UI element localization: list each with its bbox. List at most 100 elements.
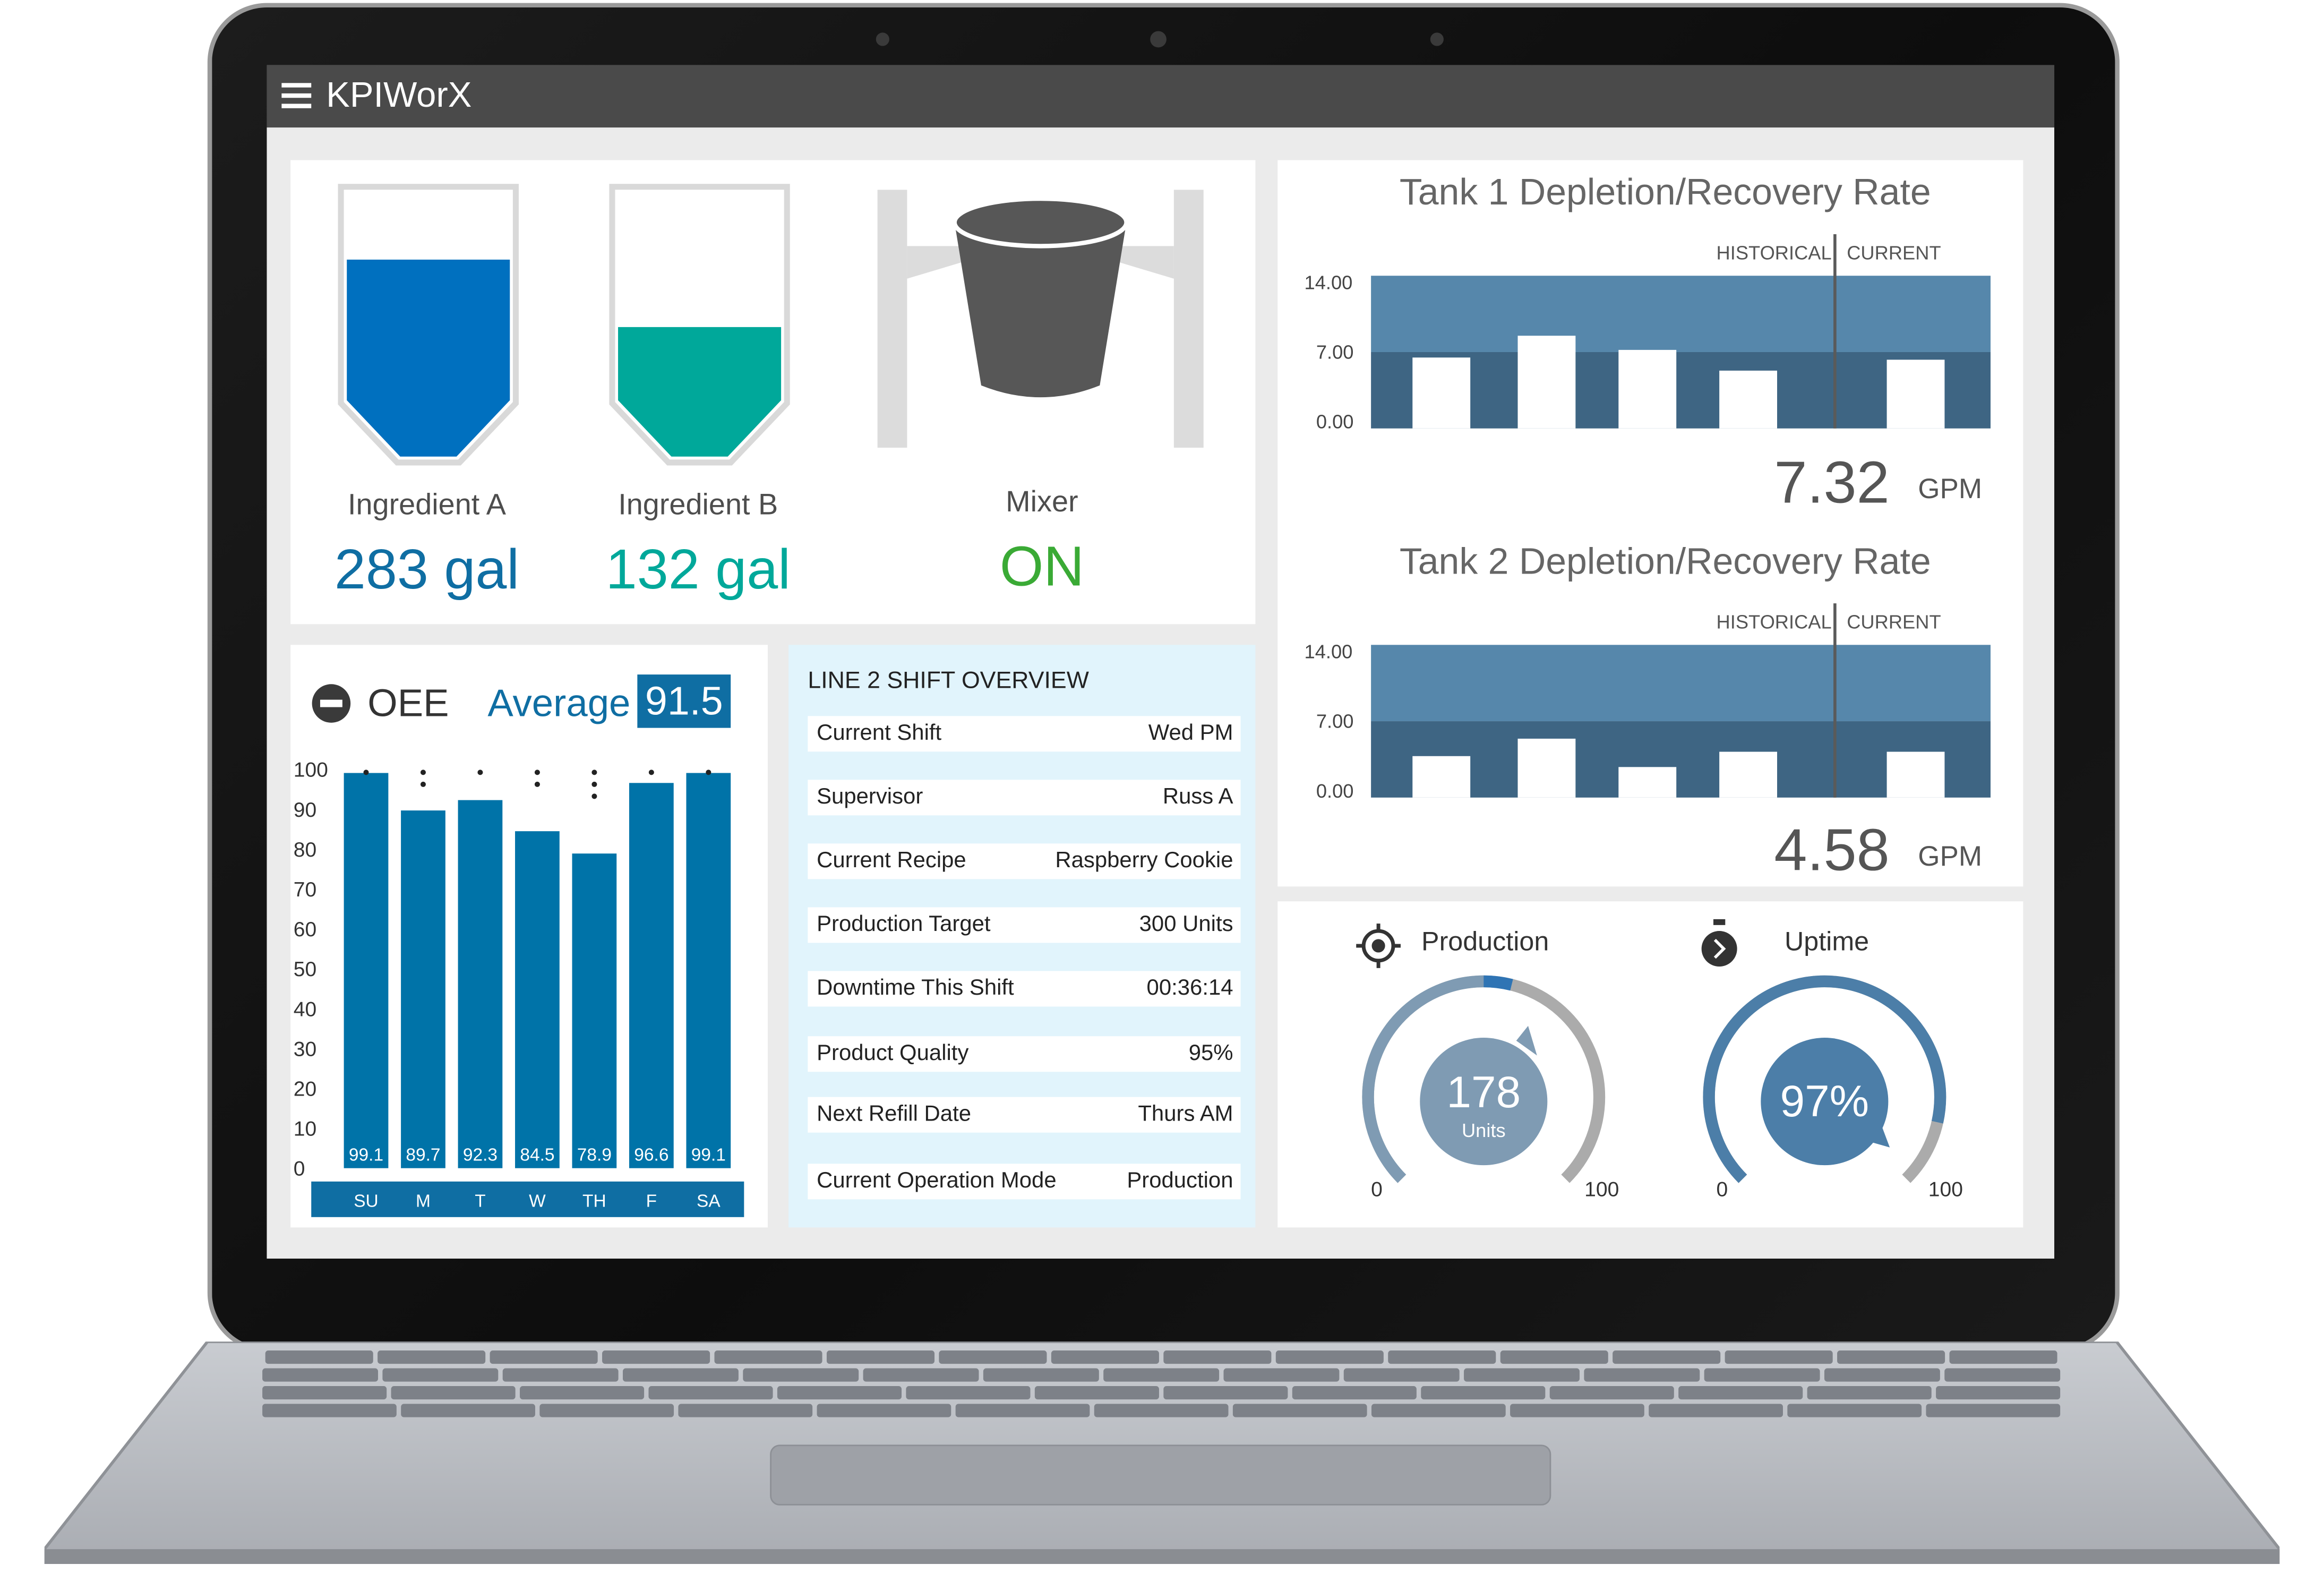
camera-dot bbox=[876, 32, 889, 46]
rate-1-title: Tank 1 Depletion/Recovery Rate bbox=[1399, 172, 1931, 213]
keyboard-key bbox=[1649, 1404, 1783, 1417]
oee-bar bbox=[572, 853, 617, 1168]
rate-2-title: Tank 2 Depletion/Recovery Rate bbox=[1399, 541, 1931, 583]
uptime-gauge-min: 0 bbox=[1716, 1177, 1728, 1201]
oee-bar bbox=[344, 773, 389, 1168]
target-icon bbox=[1356, 924, 1401, 968]
gauge-bubble-pointer bbox=[1516, 1025, 1537, 1056]
shift-row: Downtime This Shift 00:36:14 bbox=[808, 971, 1241, 1007]
rate-1-current-label: CURRENT bbox=[1847, 242, 1941, 264]
rate-bar bbox=[1886, 751, 1945, 798]
shift-row: Current Operation Mode Production bbox=[808, 1164, 1241, 1200]
oee-average-value: 91.5 bbox=[637, 674, 731, 728]
keyboard-key bbox=[490, 1350, 598, 1364]
keyboard-key bbox=[1421, 1386, 1546, 1400]
ingredient-a-value: 283 gal bbox=[334, 540, 519, 602]
shift-row-key: Downtime This Shift bbox=[817, 975, 1014, 1001]
keyboard-key bbox=[1807, 1386, 1932, 1400]
mixer-status: ON bbox=[999, 536, 1084, 599]
keyboard-key bbox=[1678, 1386, 1803, 1400]
oee-marker-dot bbox=[591, 770, 597, 775]
oee-bar-label: 92.3 bbox=[463, 1145, 498, 1165]
oee-marker-dot bbox=[591, 781, 597, 787]
shift-row: Current Shift Wed PM bbox=[808, 716, 1241, 752]
bucket-icon bbox=[877, 190, 1204, 448]
gauge-unit: Units bbox=[1462, 1119, 1506, 1141]
oee-ytick: 80 bbox=[294, 839, 316, 861]
rate-bar bbox=[1719, 370, 1778, 429]
rate-2-ytick: 14.00 bbox=[1304, 640, 1353, 663]
keyboard-key bbox=[743, 1368, 859, 1382]
shift-row-key: Production Target bbox=[817, 911, 991, 937]
oee-ytick: 10 bbox=[294, 1118, 316, 1141]
shift-row-key: Product Quality bbox=[817, 1040, 969, 1066]
shift-overview-panel: LINE 2 SHIFT OVERVIEW Current Shift Wed P… bbox=[788, 645, 1256, 1228]
gauge-bubble-pointer bbox=[1869, 1123, 1890, 1148]
keyboard-key bbox=[1500, 1350, 1608, 1364]
minus-circle-icon[interactable] bbox=[311, 683, 351, 723]
oee-category-label: T bbox=[475, 1191, 485, 1211]
oee-chart: 100908070605040302010099.1SU89.7M92.3T84… bbox=[294, 759, 744, 1217]
oee-bar bbox=[401, 810, 445, 1168]
shift-row-key: Current Shift bbox=[817, 720, 942, 746]
keyboard-key bbox=[714, 1350, 822, 1364]
shift-row: Next Refill Date Thurs AM bbox=[808, 1097, 1241, 1133]
uptime-gauge-max: 100 bbox=[1928, 1177, 1963, 1201]
oee-bar-label: 84.5 bbox=[520, 1145, 554, 1165]
keyboard-key bbox=[648, 1386, 773, 1400]
gauge-value: 97% bbox=[1780, 1076, 1870, 1126]
keyboard-key bbox=[1371, 1404, 1506, 1417]
oee-bar-label: 96.6 bbox=[634, 1145, 668, 1165]
rate-band-upper bbox=[1371, 276, 1991, 352]
shift-row-value: Production bbox=[1127, 1168, 1233, 1194]
gauge-bubble bbox=[1420, 1038, 1548, 1166]
oee-category-label: SU bbox=[354, 1191, 379, 1211]
oee-marker-dot bbox=[706, 770, 711, 775]
keyboard-key bbox=[1275, 1350, 1384, 1364]
keyboard-key bbox=[262, 1404, 397, 1417]
keyboard-key bbox=[1787, 1404, 1922, 1417]
oee-bar-label: 99.1 bbox=[691, 1145, 726, 1165]
oee-marker-dot bbox=[648, 770, 654, 775]
app-title: KPIWorX bbox=[326, 75, 472, 116]
keyboard-key bbox=[1949, 1350, 2057, 1364]
rate-1-ytick: 0.00 bbox=[1316, 411, 1354, 433]
keyboard-key bbox=[1292, 1386, 1417, 1400]
ingredient-b-label: Ingredient B bbox=[618, 489, 778, 522]
shift-row-key: Current Operation Mode bbox=[817, 1168, 1057, 1194]
shift-row-key: Current Recipe bbox=[817, 848, 966, 874]
app-screen: KPIWorX Ingredient A 283 gal Ingredient … bbox=[267, 65, 2055, 1259]
shift-row: Production Target 300 Units bbox=[808, 907, 1241, 943]
gauge-value-arc bbox=[1362, 975, 1484, 1183]
uptime-gauge-title: Uptime bbox=[1784, 926, 1870, 956]
keyboard-key bbox=[382, 1368, 499, 1382]
rate-2-ytick: 7.00 bbox=[1316, 710, 1354, 733]
shift-row-value: Thurs AM bbox=[1138, 1101, 1233, 1127]
keyboard-key bbox=[955, 1404, 1090, 1417]
oee-marker-dot bbox=[534, 770, 540, 775]
oee-ytick: 70 bbox=[294, 878, 316, 901]
keyboard-key bbox=[678, 1404, 813, 1417]
menu-icon[interactable] bbox=[281, 83, 312, 109]
rate-1-ytick: 7.00 bbox=[1316, 341, 1354, 363]
rate-bar bbox=[1517, 336, 1576, 429]
oee-marker-dot bbox=[477, 770, 483, 775]
oee-marker-dot bbox=[420, 770, 426, 775]
keyboard-key bbox=[1704, 1368, 1820, 1382]
keyboard-key bbox=[1223, 1368, 1340, 1382]
ingredient-b-value: 132 gal bbox=[605, 540, 791, 602]
keyboard-key bbox=[1510, 1404, 1644, 1417]
keyboard-key bbox=[401, 1404, 535, 1417]
keyboard-key bbox=[1343, 1368, 1460, 1382]
keyboard-key bbox=[817, 1404, 951, 1417]
oee-panel: OEE Average 91.5 100 90 80 70 60 50 40 30 20 10 0 9… bbox=[290, 645, 768, 1228]
keyboard-key bbox=[777, 1386, 902, 1400]
oee-category-label: F bbox=[646, 1191, 657, 1211]
rates-charts bbox=[1371, 234, 1991, 798]
oee-axis-band bbox=[311, 1181, 744, 1217]
shift-row: Current Recipe Raspberry Cookie bbox=[808, 843, 1241, 879]
oee-marker-dot bbox=[363, 770, 369, 775]
keyboard-key bbox=[863, 1368, 979, 1382]
